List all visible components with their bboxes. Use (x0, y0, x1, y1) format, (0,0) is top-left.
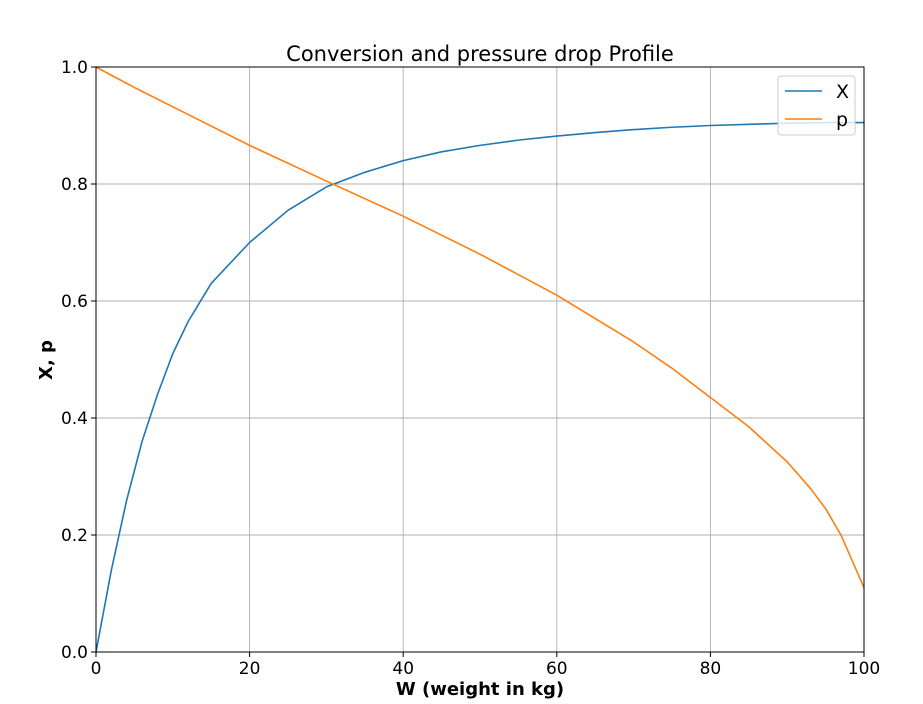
x-tick-label: 100 (848, 659, 880, 679)
x-tick-label: 80 (700, 659, 722, 679)
chart-title: Conversion and pressure drop Profile (286, 42, 674, 66)
legend: X p (777, 75, 856, 136)
legend-label-x: X (836, 81, 849, 103)
x-tick-label: 40 (392, 659, 414, 679)
x-tick-label: 60 (546, 659, 568, 679)
y-tick-label: 0.8 (61, 175, 88, 195)
y-tick-label: 0.6 (61, 292, 88, 312)
plot-frame (95, 66, 865, 653)
y-tick-label: 0.0 (61, 643, 88, 663)
y-tick-label: 1.0 (61, 58, 88, 78)
grid (95, 66, 865, 653)
series-layer (95, 66, 865, 653)
x-tick-label: 20 (239, 659, 261, 679)
x-tick-label: 0 (91, 659, 102, 679)
y-tick-label: 0.2 (61, 526, 88, 546)
x-axis-label: W (weight in kg) (396, 679, 564, 700)
series-line-x (95, 121, 865, 653)
series-line-p (95, 66, 865, 589)
y-tick-label: 0.4 (61, 409, 88, 429)
axis-ticks: 0 20 40 60 80 100 0.0 0.2 0.4 0.6 0.8 1.0 (61, 58, 880, 679)
y-axis-label: X, p (36, 340, 57, 380)
legend-label-p: p (836, 109, 848, 131)
